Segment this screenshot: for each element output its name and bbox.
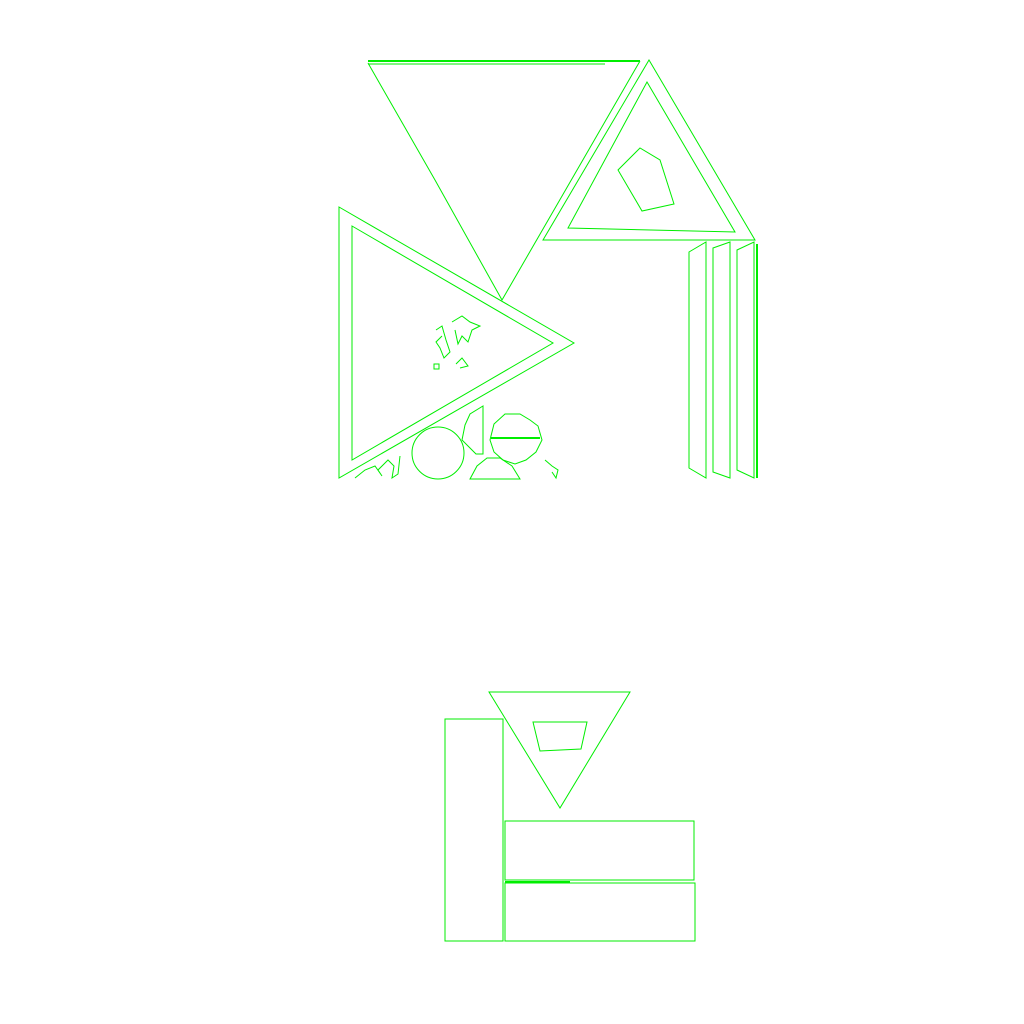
horizontal-block-lower[interactable] [504, 882, 696, 942]
rubble-piece [544, 459, 559, 480]
debris-shard [451, 315, 482, 346]
trapezoid-block [532, 721, 588, 752]
rubble-mound [469, 457, 521, 480]
boulder-half [461, 405, 484, 455]
boulder-round [489, 413, 543, 465]
horizontal-block-upper[interactable] [504, 820, 695, 881]
debris-shard [435, 325, 451, 359]
guide-beam [367, 60, 641, 302]
tall-column[interactable] [444, 718, 504, 942]
rock-pile [354, 405, 559, 480]
rubble-piece [354, 455, 401, 480]
lower-structure [444, 691, 696, 942]
triangle-left[interactable] [338, 206, 576, 479]
triangle-top-right[interactable] [542, 59, 756, 241]
upper-structure [338, 59, 758, 480]
debris-shard [455, 357, 469, 369]
boulder [411, 426, 465, 480]
trapezoid-block [617, 147, 675, 212]
debris-shard [433, 363, 440, 370]
inverted-triangle[interactable] [488, 691, 631, 809]
vertical-slats[interactable] [688, 241, 758, 479]
